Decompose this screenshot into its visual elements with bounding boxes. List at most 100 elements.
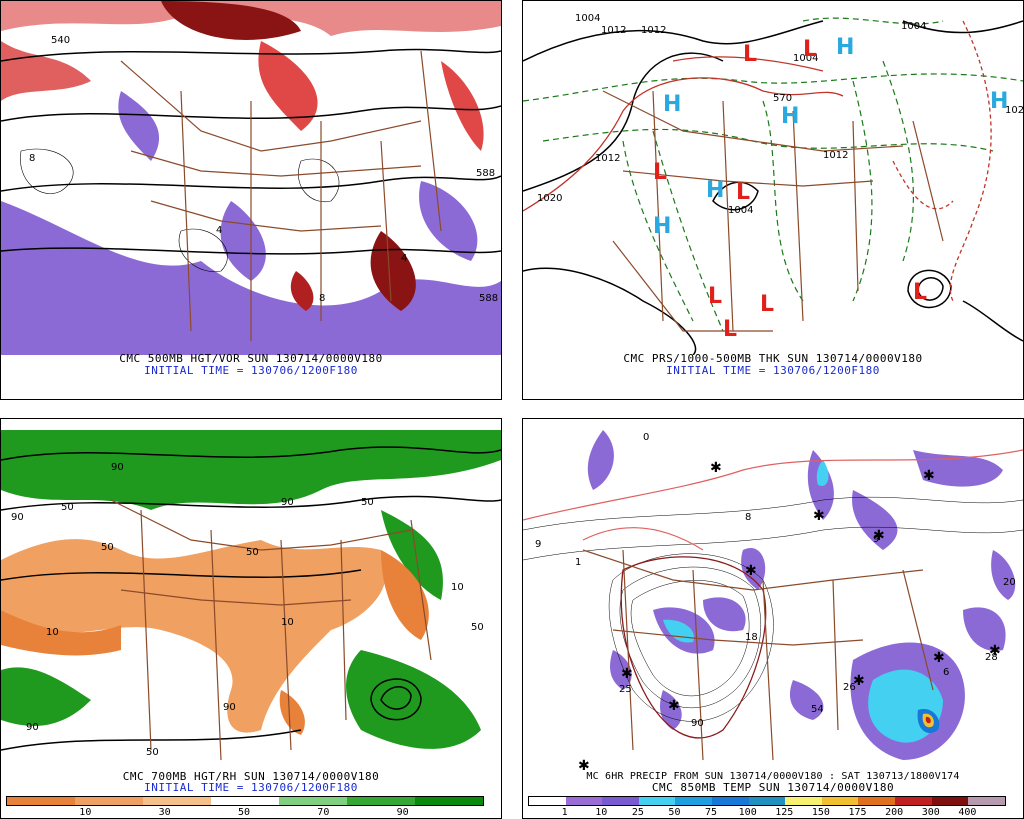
temp-label: 26 xyxy=(843,682,856,693)
colorbar-swatch xyxy=(712,797,749,805)
colorbar-tick-label: 50 xyxy=(237,807,251,818)
panel-caption-temp: CMC 850MB TEMP SUN 130714/0000V180 xyxy=(651,781,895,794)
rh-label: 10 xyxy=(46,627,59,638)
colorbar-tick-label: 100 xyxy=(738,807,757,818)
panel-initial-time: INITIAL TIME = 130706/1200F180 xyxy=(144,364,358,377)
vorticity-label: 4 xyxy=(401,253,407,264)
high-pressure-marker: H xyxy=(836,35,854,60)
temp-label: 28 xyxy=(985,652,998,663)
contour-label: 540 xyxy=(51,35,70,46)
vorticity-label: 8 xyxy=(319,293,325,304)
low-pressure-marker: L xyxy=(723,317,737,342)
high-pressure-marker: H xyxy=(706,178,724,203)
temp-label: 0 xyxy=(643,432,649,443)
colorbar-swatch xyxy=(858,797,896,805)
colorbar-tick-label: 30 xyxy=(158,807,171,818)
precip-colorbar-ticks: 1 10 25 50 75 100 125 150 175 200 300 400 xyxy=(528,807,1004,819)
temp-label: 1 xyxy=(575,557,581,568)
colorbar-tick-label: 125 xyxy=(775,807,794,818)
rh-label: 10 xyxy=(451,582,464,593)
rh-label: 50 xyxy=(101,542,114,553)
colorbar-swatch xyxy=(638,797,676,805)
temp-label: 18 xyxy=(745,632,758,643)
thickness-label: 570 xyxy=(773,93,792,104)
colorbar-tick-label: 70 xyxy=(317,807,330,818)
panel-precip-850temp: 0 1 9 8 20 18 28 26 25 54 6 9 90 ✱ ✱ ✱ ✱… xyxy=(522,418,1024,819)
high-pressure-marker: H xyxy=(653,214,671,239)
temp-label: 6 xyxy=(943,667,949,678)
panel-initial-time: INITIAL TIME = 130706/1200F180 xyxy=(666,364,880,377)
isobar-label: 1012 xyxy=(601,25,626,36)
panel-initial-time: INITIAL TIME = 130706/1200F180 xyxy=(144,781,358,794)
contour-label: 588 xyxy=(476,168,495,179)
precip-map: 0 1 9 8 20 18 28 26 25 54 6 9 90 ✱ ✱ ✱ ✱… xyxy=(523,430,1023,772)
rh-label: 50 xyxy=(471,622,484,633)
isobar-label: 1004 xyxy=(575,13,600,24)
rh-colorbar xyxy=(6,796,484,806)
colorbar-swatch xyxy=(211,797,279,805)
rh-label: 90 xyxy=(223,702,236,713)
station-asterisk: ✱ xyxy=(873,528,885,544)
colorbar-swatch xyxy=(748,797,786,805)
colorbar-swatch xyxy=(143,797,211,805)
rh-label: 10 xyxy=(281,617,294,628)
colorbar-tick-label: 10 xyxy=(79,807,92,818)
high-pressure-marker: H xyxy=(990,89,1008,114)
station-asterisk: ✱ xyxy=(578,758,590,772)
colorbar-swatch xyxy=(968,797,1005,805)
rh-label: 90 xyxy=(26,722,39,733)
colorbar-tick-label: 90 xyxy=(396,807,409,818)
colorbar-swatch xyxy=(565,797,603,805)
vorticity-label: 4 xyxy=(216,225,222,236)
low-pressure-marker: L xyxy=(653,160,667,185)
isobar-label: 1004 xyxy=(728,205,753,216)
station-asterisk: ✱ xyxy=(745,563,757,579)
panel-caption: MC 6HR PRECIP FROM SUN 130714/0000V180 :… xyxy=(586,771,960,782)
rh-label: 90 xyxy=(11,512,24,523)
isobar-label: 1004 xyxy=(901,21,926,32)
colorbar-tick-label: 50 xyxy=(668,807,681,818)
station-asterisk: ✱ xyxy=(989,643,1001,659)
temp-label: 20 xyxy=(1003,577,1016,588)
panel-caption: CMC 500MB HGT/VOR SUN 130714/0000V180 xyxy=(119,352,383,365)
colorbar-swatch xyxy=(279,797,347,805)
low-pressure-marker: L xyxy=(708,284,722,309)
colorbar-swatch xyxy=(895,797,932,805)
isobar-label: 1004 xyxy=(793,53,818,64)
rh-label: 50 xyxy=(361,497,374,508)
station-asterisk: ✱ xyxy=(668,698,680,714)
rh-label: 50 xyxy=(61,502,74,513)
temp-label: 25 xyxy=(619,684,632,695)
colorbar-swatch xyxy=(529,797,566,805)
pressure-map: 1004 1012 1012 1004 1004 570 1012 1012 1… xyxy=(523,1,1023,355)
panel-700mb-rh: 90 50 90 50 10 50 10 50 90 50 10 90 50 9… xyxy=(0,418,502,819)
temp-label: 90 xyxy=(691,718,704,729)
isobar-label: 1012 xyxy=(823,150,848,161)
isobar-label: 102 xyxy=(1005,105,1023,116)
temp-label: 9 xyxy=(873,534,879,545)
isobar-label: 1012 xyxy=(595,153,620,164)
high-pressure-marker: H xyxy=(781,104,799,129)
low-pressure-marker: L xyxy=(760,292,774,317)
temp-label: 54 xyxy=(811,704,824,715)
station-asterisk: ✱ xyxy=(933,650,945,666)
temp-label: 8 xyxy=(745,512,751,523)
colorbar-tick-label: 175 xyxy=(848,807,867,818)
rh-label: 90 xyxy=(111,462,124,473)
low-pressure-marker: L xyxy=(736,180,750,205)
low-pressure-marker: L xyxy=(743,42,757,67)
low-pressure-marker: L xyxy=(803,37,817,62)
temp-label: 9 xyxy=(535,539,541,550)
station-asterisk: ✱ xyxy=(853,673,865,689)
colorbar-tick-label: 200 xyxy=(885,807,904,818)
panel-500mb-vorticity: 540 588 588 8 8 4 4 CMC 500MB HGT/VOR SU… xyxy=(0,0,502,400)
vorticity-label: 8 xyxy=(29,153,35,164)
colorbar-swatch xyxy=(675,797,713,805)
colorbar-swatch xyxy=(931,797,969,805)
rh-label: 90 xyxy=(281,497,294,508)
station-asterisk: ✱ xyxy=(813,508,825,524)
panel-caption: CMC 700MB HGT/RH SUN 130714/0000V180 xyxy=(122,770,380,783)
colorbar-tick-label: 75 xyxy=(705,807,718,818)
colorbar-swatch xyxy=(347,797,415,805)
station-asterisk: ✱ xyxy=(710,460,722,476)
